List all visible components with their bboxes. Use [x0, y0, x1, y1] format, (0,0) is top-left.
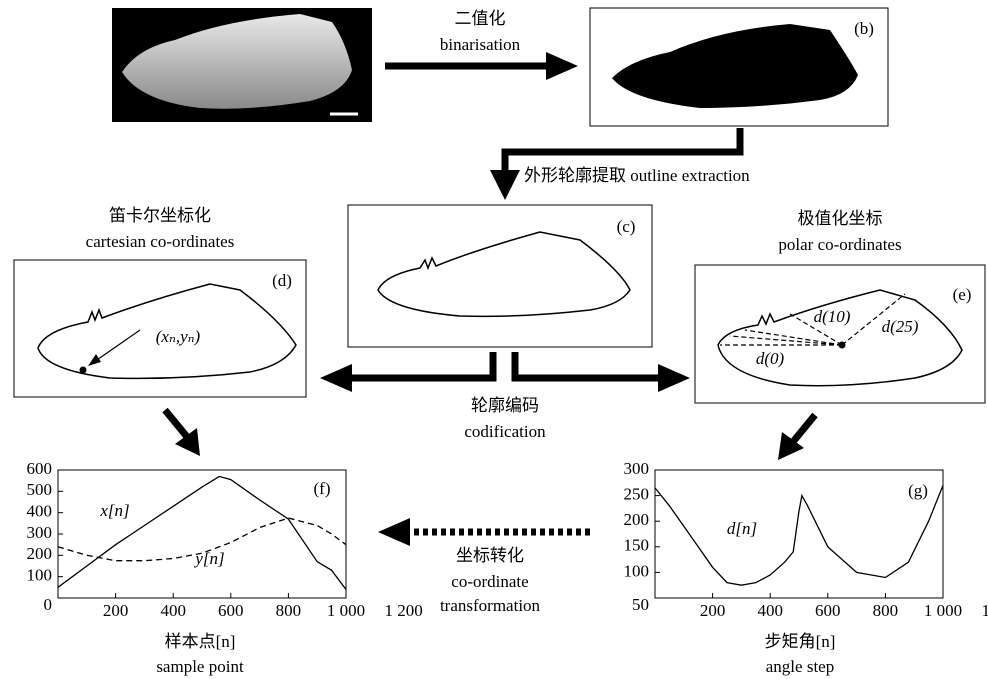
radius-label: d(25) [882, 317, 919, 336]
arrow [350, 352, 493, 378]
x-tick-label: 1 200 [384, 601, 422, 620]
step-label: binarisation [440, 35, 521, 54]
x-axis-label: 样本点[n] [165, 632, 236, 651]
x-tick-label: 400 [160, 601, 186, 620]
x-axis-label: angle step [766, 657, 834, 676]
radius-label: d(10) [814, 307, 851, 326]
chart-label: (g) [908, 481, 928, 500]
y-tick-label: 600 [27, 459, 53, 478]
point [80, 367, 87, 374]
x-tick-label: 1 200 [981, 601, 988, 620]
y-tick-label: 50 [632, 595, 649, 614]
y-tick-label: 400 [27, 502, 53, 521]
panel-label: (d) [272, 271, 292, 290]
arrow [792, 415, 815, 443]
figure: (a) 二值化 binarisation (b) 外形轮廓提取 outline … [0, 0, 988, 679]
x-tick-label: 1 000 [327, 601, 365, 620]
x-axis-label: 步矩角[n] [765, 632, 836, 651]
panel-label: (a) [343, 21, 362, 40]
arrow [515, 352, 660, 378]
x-tick-label: 800 [276, 601, 302, 620]
y-tick-label: 200 [27, 544, 53, 563]
panel [695, 265, 985, 403]
panel-title: 笛卡尔坐标化 [109, 206, 211, 225]
y-tick-label: 500 [27, 480, 53, 499]
panel-subtitle: polar co-ordinates [778, 235, 901, 254]
series-line [655, 485, 943, 585]
step-label: co-ordinate [451, 572, 528, 591]
y-tick-label: 300 [27, 523, 53, 542]
y-tick-label: 250 [624, 485, 650, 504]
x-tick-label: 600 [218, 601, 244, 620]
step-label: codification [464, 422, 546, 441]
arrow-head [320, 364, 352, 392]
plot-area [655, 470, 943, 598]
arrow-head [378, 518, 410, 546]
y-tick-label: 300 [624, 459, 650, 478]
chart-label: (f) [314, 479, 331, 498]
y-tick-label: 0 [44, 595, 53, 614]
y-tick-label: 100 [624, 561, 650, 580]
x-tick-label: 200 [700, 601, 726, 620]
y-tick-label: 150 [624, 536, 650, 555]
point-label: (xₙ,yₙ) [156, 327, 201, 346]
step-label: 轮廓编码 [471, 396, 539, 415]
x-tick-label: 800 [873, 601, 899, 620]
x-tick-label: 200 [103, 601, 129, 620]
series-label: x[n] [99, 501, 129, 520]
step-label: 坐标转化 [456, 546, 524, 565]
radius-label: d(0) [756, 349, 785, 368]
arrow-head [546, 52, 578, 80]
arrow-head [658, 364, 690, 392]
step-label: transformation [440, 596, 541, 615]
x-axis-label: sample point [156, 657, 244, 676]
y-tick-label: 200 [624, 510, 650, 529]
panel-subtitle: cartesian co-ordinates [86, 232, 235, 251]
arrow-head [490, 170, 520, 200]
series-line [58, 476, 346, 589]
step-label: 二值化 [455, 9, 506, 28]
x-tick-label: 1 000 [924, 601, 962, 620]
x-tick-label: 600 [815, 601, 841, 620]
step-label: 外形轮廓提取 outline extraction [524, 166, 750, 185]
plot-area [58, 470, 346, 598]
centroid [839, 342, 846, 349]
panel-title: 极值化坐标 [798, 209, 883, 228]
panel-label: (b) [854, 19, 874, 38]
y-tick-label: 100 [27, 566, 53, 585]
series-label: y[n] [193, 549, 224, 568]
panel-label: (e) [953, 285, 972, 304]
series-label: d[n] [727, 519, 757, 538]
arrow [165, 410, 188, 438]
panel-label: (c) [617, 217, 636, 236]
x-tick-label: 400 [757, 601, 783, 620]
